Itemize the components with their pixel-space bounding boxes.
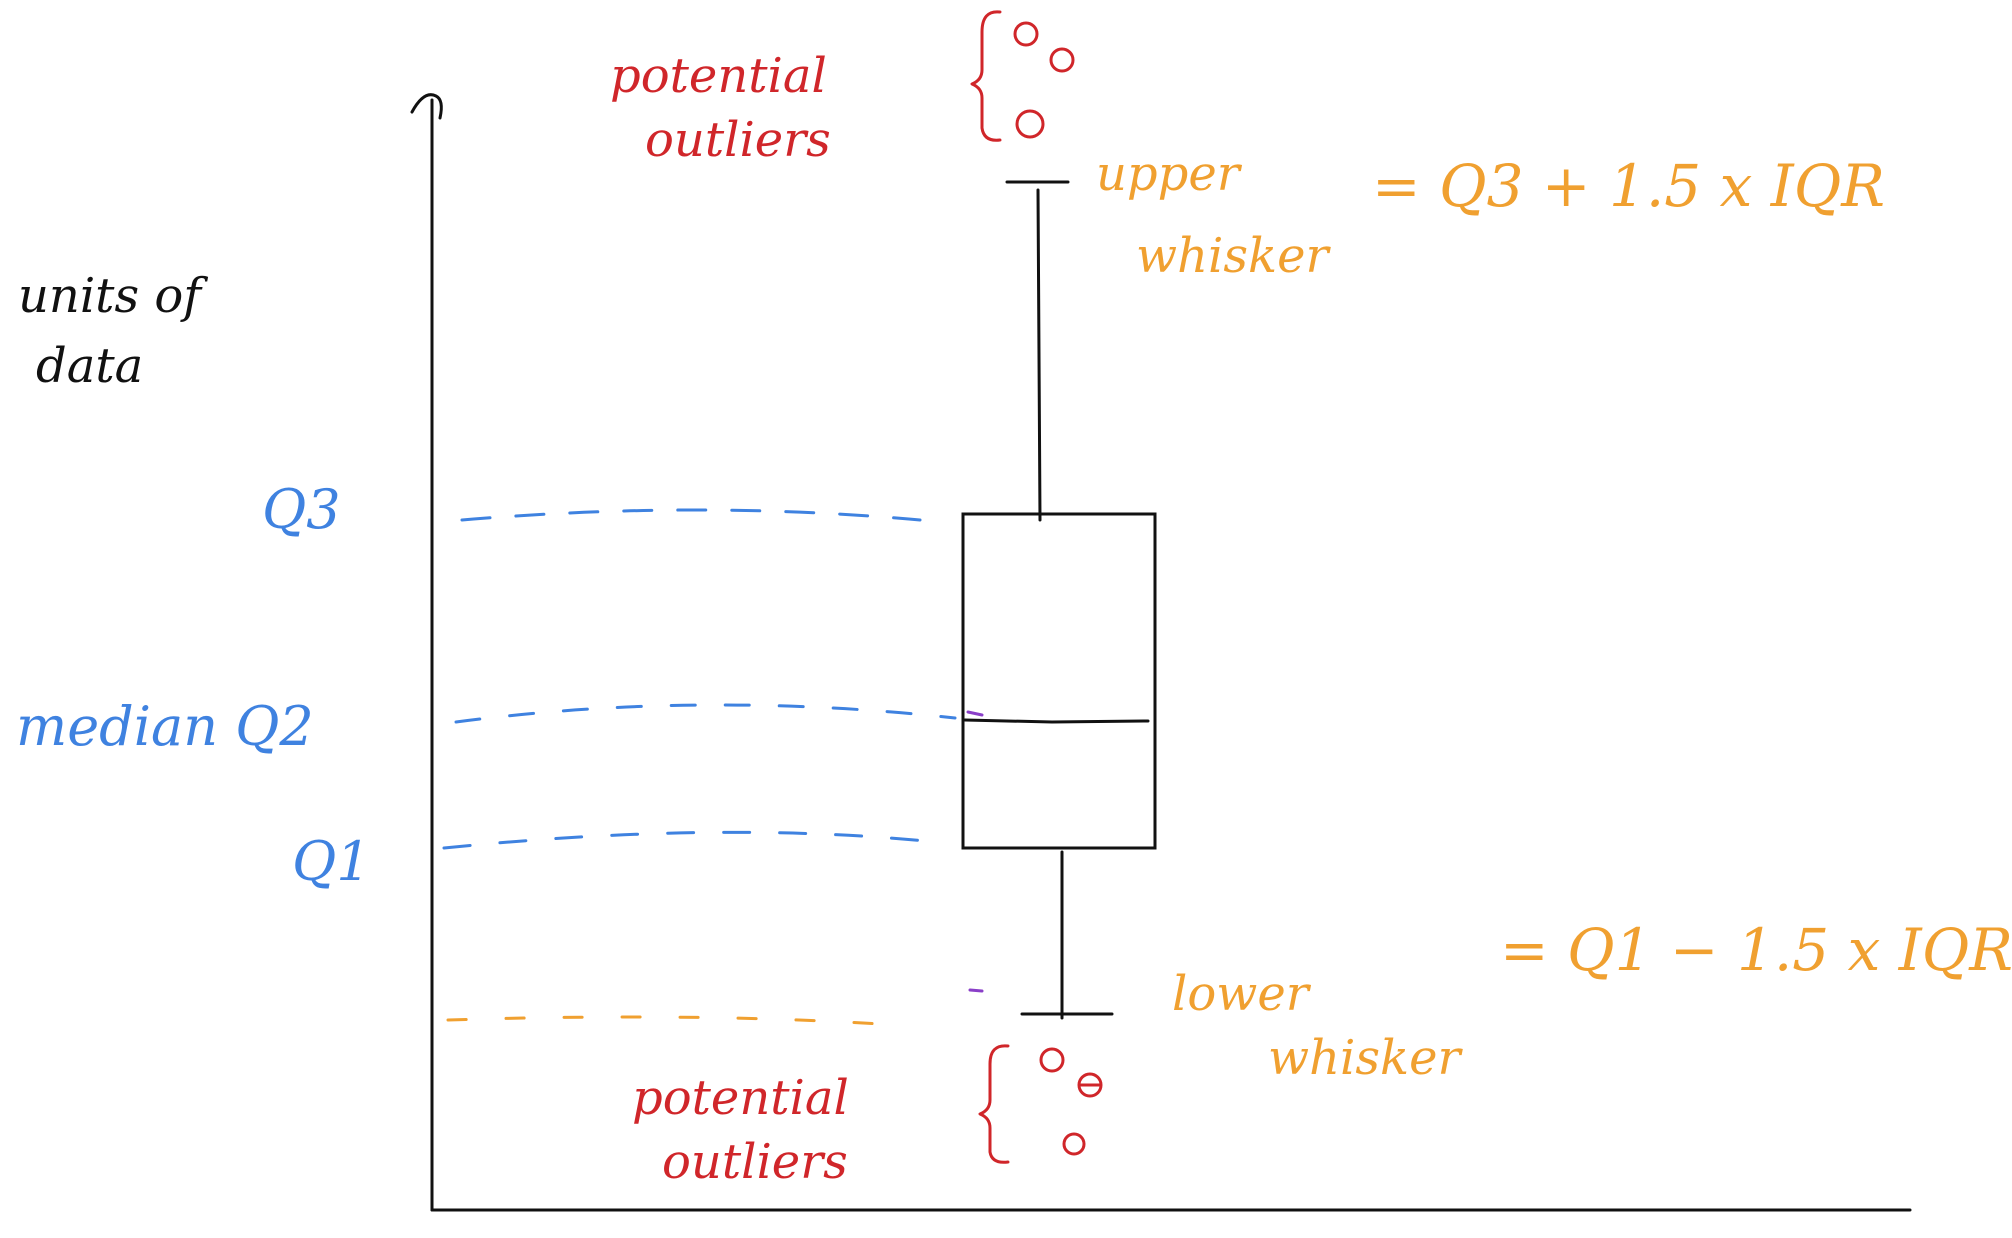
y-axis-arrow-icon xyxy=(410,93,443,120)
upper-whisker-label-line2: whisker xyxy=(1136,228,1331,284)
top-outliers-label-line2: outliers xyxy=(645,112,831,168)
axes xyxy=(410,93,1912,1212)
bottom-outlier-point xyxy=(1062,1132,1086,1156)
lower-whisker-label-line2: whisker xyxy=(1268,1030,1463,1086)
units-label-line2: data xyxy=(36,338,143,394)
top-outlier-point xyxy=(1013,21,1039,47)
bottom-outlier-point xyxy=(1077,1072,1103,1098)
bottom-outliers-label-line1: potential xyxy=(632,1070,849,1126)
top-outliers xyxy=(970,10,1075,142)
lower-whisker-label-line1: lower xyxy=(1172,966,1312,1022)
top-outliers-brace-icon xyxy=(970,10,1002,142)
q1-label: Q1 xyxy=(292,830,371,893)
lower-whisker-formula: = Q1 − 1.5 x IQR xyxy=(1500,916,2012,984)
top-outlier-point xyxy=(1049,47,1075,73)
upper-whisker-label-line1: upper xyxy=(1096,146,1243,202)
units-label-line1: units of xyxy=(18,268,208,324)
bottom-outliers-label-line2: outliers xyxy=(662,1134,848,1190)
q3-label: Q3 xyxy=(262,478,341,541)
median-purple-tick xyxy=(966,710,984,717)
median-line xyxy=(963,718,1150,724)
top-outlier-point xyxy=(1015,109,1045,139)
upper-whisker-formula: = Q3 + 1.5 x IQR xyxy=(1372,152,1885,220)
lower-whisker-guide-line xyxy=(446,1015,897,1027)
interquartile-box xyxy=(961,512,1157,850)
lower-purple-tick xyxy=(968,988,984,993)
median-label: median Q2 xyxy=(16,695,314,758)
median-guide-line xyxy=(454,703,957,724)
upper-whisker-line xyxy=(1036,188,1042,522)
q3-guide-line xyxy=(460,508,922,522)
bottom-outliers-brace-icon xyxy=(978,1044,1010,1164)
q1-guide-line xyxy=(442,830,937,850)
bottom-outliers xyxy=(978,1044,1103,1164)
top-outliers-label-line1: potential xyxy=(610,48,827,104)
bottom-outlier-point xyxy=(1039,1047,1065,1073)
boxplot xyxy=(961,180,1157,1020)
